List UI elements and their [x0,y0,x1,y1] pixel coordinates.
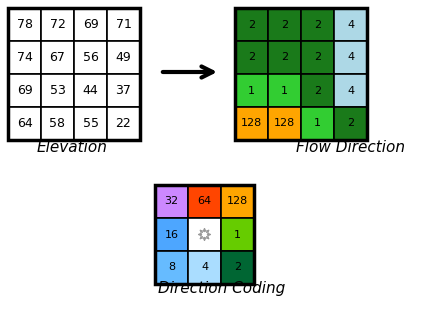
Bar [41,41,74,74]
Text: 1: 1 [281,86,288,95]
Text: 2: 2 [248,19,255,30]
Bar [268,41,301,74]
Bar [221,185,254,218]
Text: 78: 78 [16,18,33,31]
Text: 1: 1 [234,230,241,239]
Bar [221,251,254,284]
Bar [235,8,367,140]
Bar [235,8,268,41]
Bar [188,218,221,251]
Text: 128: 128 [241,119,262,128]
Bar [188,185,221,218]
Bar [155,218,188,251]
Bar [235,74,268,107]
Text: 53: 53 [50,84,66,97]
Text: 64: 64 [17,117,32,130]
Text: 58: 58 [49,117,66,130]
Bar [41,8,74,41]
Text: 71: 71 [115,18,131,31]
Text: 16: 16 [164,230,178,239]
Bar [8,8,41,41]
Bar [74,41,107,74]
Bar [268,8,301,41]
Text: 2: 2 [314,86,321,95]
Bar [334,41,367,74]
Bar [107,41,140,74]
Bar [8,41,41,74]
Text: 2: 2 [281,52,288,63]
Bar [41,107,74,140]
Bar [268,107,301,140]
Text: 1: 1 [314,119,321,128]
Text: 69: 69 [83,18,98,31]
Text: 56: 56 [82,51,98,64]
Text: 8: 8 [168,262,175,273]
Bar [107,107,140,140]
Text: 72: 72 [50,18,66,31]
Text: Elevation: Elevation [36,141,107,156]
Bar [334,8,367,41]
Bar [107,8,140,41]
Bar [268,74,301,107]
Text: 44: 44 [83,84,98,97]
Text: 128: 128 [227,197,248,206]
Text: 69: 69 [17,84,32,97]
Text: 4: 4 [347,52,354,63]
Text: 2: 2 [347,119,354,128]
Bar [74,8,107,41]
Text: 4: 4 [347,86,354,95]
Bar [41,74,74,107]
Bar [8,8,140,140]
Text: 1: 1 [248,86,255,95]
Text: 2: 2 [248,52,255,63]
Bar [235,41,268,74]
Text: 49: 49 [116,51,131,64]
Text: 67: 67 [50,51,66,64]
Bar [188,251,221,284]
Bar [74,107,107,140]
Text: 55: 55 [82,117,99,130]
Bar [301,74,334,107]
Bar [155,251,188,284]
Text: 128: 128 [274,119,295,128]
Bar [8,74,41,107]
Bar [301,107,334,140]
Bar [301,41,334,74]
Text: 2: 2 [281,19,288,30]
Text: 64: 64 [197,197,211,206]
Bar [155,185,254,284]
Bar [334,74,367,107]
Text: 4: 4 [201,262,208,273]
Text: 74: 74 [17,51,33,64]
Bar [334,107,367,140]
Bar [221,218,254,251]
Text: Flow Direction: Flow Direction [296,141,405,156]
Bar [301,8,334,41]
Bar [235,107,268,140]
Bar [155,185,188,218]
Text: 22: 22 [116,117,131,130]
Text: 2: 2 [314,52,321,63]
Bar [107,74,140,107]
Text: 2: 2 [314,19,321,30]
Bar [74,74,107,107]
Text: 37: 37 [115,84,131,97]
Bar [8,107,41,140]
Text: 32: 32 [164,197,178,206]
Text: 4: 4 [347,19,354,30]
Text: 2: 2 [234,262,241,273]
Text: Direction Coding: Direction Coding [158,280,286,295]
